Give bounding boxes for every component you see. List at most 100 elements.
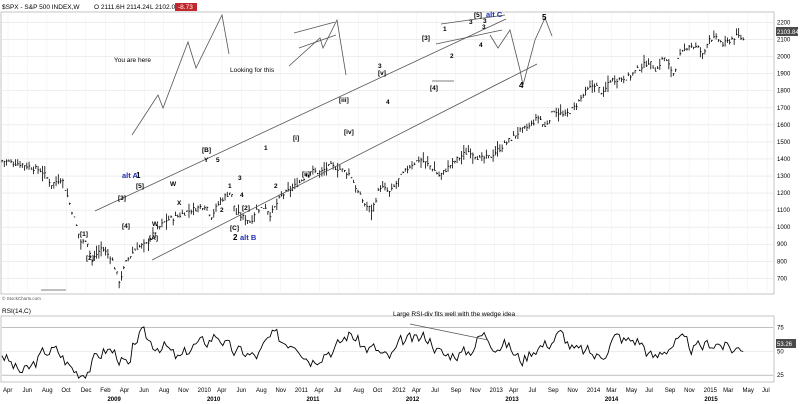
- rsi-last-value: 53.26: [777, 342, 793, 348]
- x-tick-label: 2012: [392, 388, 406, 394]
- x-tick-label: Nov: [684, 388, 695, 394]
- x-tick-label: Nov: [275, 388, 286, 394]
- rsi-line: [1, 326, 744, 379]
- wave-label-3a: [3]: [118, 195, 126, 202]
- rsi-tick-label: 25: [777, 373, 784, 379]
- wave-label-j2: 2: [274, 183, 278, 190]
- price-tick-label: 1200: [777, 191, 791, 197]
- you-are-here-path: [131, 13, 230, 136]
- x-tick-label: Aug: [42, 388, 53, 394]
- wave-label-v4: 4: [386, 99, 390, 106]
- wave-alt-c-label: alt C: [486, 10, 503, 19]
- copyright-footnote: © StockCharts.com: [2, 295, 41, 301]
- wave-label-v: [v]: [378, 70, 386, 77]
- last-price-bg: [776, 27, 798, 36]
- price-axis: 2200 2100 2000 1900 1800 1700 1600 1500 1400 1300…: [777, 21, 791, 283]
- rsi-panel-frame: [0, 315, 775, 383]
- price-tick-label: 1500: [777, 140, 791, 146]
- wave-label-v3: 3: [378, 63, 382, 70]
- wave-label-W: W: [170, 181, 177, 188]
- wave-label-j1: 1: [264, 145, 268, 152]
- upper-channel-line: [94, 18, 507, 212]
- x-tick-label: Jul: [334, 388, 342, 394]
- rsi-tick-label: 50: [777, 349, 784, 355]
- x-tick-label: 2014: [587, 388, 601, 394]
- wave-label-t3c: 3: [483, 18, 487, 25]
- x-tick-label: Feb: [100, 388, 111, 394]
- x-tick-label: Apr: [412, 388, 421, 394]
- looking-for-this-text: Looking for this: [230, 67, 275, 74]
- projection-path: [489, 16, 553, 86]
- chart-header: $SPX - S&P 500 INDEX,W O 2111.6 H 2114.2…: [2, 3, 197, 11]
- x-tick-label: May: [743, 388, 754, 394]
- x-tick-label: Sep: [451, 388, 462, 394]
- x-tick-label: 2013: [490, 388, 504, 394]
- wave-label-5a: [5]: [136, 183, 144, 190]
- channel-lines: [41, 13, 553, 291]
- change-badge: -8.73: [178, 4, 193, 11]
- wave-label-2a: [2]: [86, 255, 94, 262]
- rsi-annotation: Large RSI-div fits well with the wedge i…: [393, 311, 516, 318]
- x-year-label: 2014: [605, 397, 619, 403]
- x-tick-label: Jun: [22, 388, 32, 394]
- wave-label-t1: 1: [443, 26, 447, 33]
- wave-label-iii: [iii]: [339, 97, 349, 104]
- x-year-label: 2012: [406, 397, 420, 403]
- price-tick-label: 900: [777, 242, 788, 248]
- looking-for-this-path: [288, 18, 347, 76]
- x-year-label: 2011: [306, 397, 320, 403]
- wave-label-m2: 2: [220, 207, 224, 214]
- wave-label-4a: [4]: [122, 223, 130, 230]
- price-grid: [2, 14, 773, 292]
- x-tick-label: Apr: [217, 388, 226, 394]
- x-tick-label: Mar: [723, 388, 733, 394]
- wave-2-label: 2: [233, 233, 238, 242]
- x-tick-label: Jul: [645, 388, 653, 394]
- x-tick-label: Apr: [314, 388, 323, 394]
- rsi-divergence-line: [409, 323, 489, 341]
- wave-label-B: [B]: [202, 147, 211, 154]
- wedge-lower-line: [435, 29, 503, 45]
- x-tick-label: Nov: [470, 388, 481, 394]
- open-value: O 2111.6: [94, 4, 120, 11]
- x-tick-label: Sep: [548, 388, 559, 394]
- price-tick-label: 1100: [777, 208, 791, 214]
- rsi-grid: [2, 327, 773, 376]
- projection-bracket-top: [293, 21, 336, 34]
- price-tick-label: 1900: [777, 72, 791, 78]
- wave-label-t4b: 4: [479, 42, 483, 49]
- price-tick-label: 1400: [777, 157, 791, 163]
- wave-alt-b-label: alt B: [240, 233, 257, 242]
- you-are-here-text: You are here: [114, 57, 151, 64]
- wave-label-A: [A]: [149, 235, 158, 242]
- x-tick-label: Apr: [3, 388, 12, 394]
- high-value: H 2114.24: [120, 4, 150, 11]
- x-year-label: 2013: [505, 397, 519, 403]
- x-tick-label: 2015: [704, 388, 718, 394]
- symbol-title: $SPX - S&P 500 INDEX,W: [2, 4, 80, 11]
- x-tick-label: Nov: [178, 388, 189, 394]
- wave-label-Y: Y: [204, 157, 209, 164]
- wave-label-iv: [iv]: [344, 129, 354, 136]
- rsi-last-bg: [776, 339, 796, 348]
- wave-label-tii: 3: [482, 24, 486, 31]
- price-tick-label: 1600: [777, 123, 791, 129]
- wave-label-iia: [ii]: [302, 171, 310, 178]
- x-tick-label: Aug: [353, 388, 364, 394]
- projection-bracket-bottom: [298, 34, 337, 49]
- wave-label-m4: 4: [240, 192, 244, 199]
- price-tick-label: 1000: [777, 225, 791, 231]
- wave-label-t3b: 3: [469, 19, 473, 26]
- wave-label-ii: [i]: [293, 135, 299, 142]
- wave-label-t4: [4]: [430, 85, 438, 92]
- wave-label-t3: [3]: [422, 35, 430, 42]
- x-tick-label: Jun: [237, 388, 247, 394]
- wave-label-m3: 3: [238, 175, 242, 182]
- wave-label-t5: [5]: [474, 12, 482, 19]
- wave-label-m1: 1: [228, 183, 232, 190]
- wave-5-label: 5: [542, 13, 547, 22]
- x-tick-label: 2011: [295, 388, 309, 394]
- price-tick-label: 2000: [777, 55, 791, 61]
- lower-channel-line: [151, 63, 538, 261]
